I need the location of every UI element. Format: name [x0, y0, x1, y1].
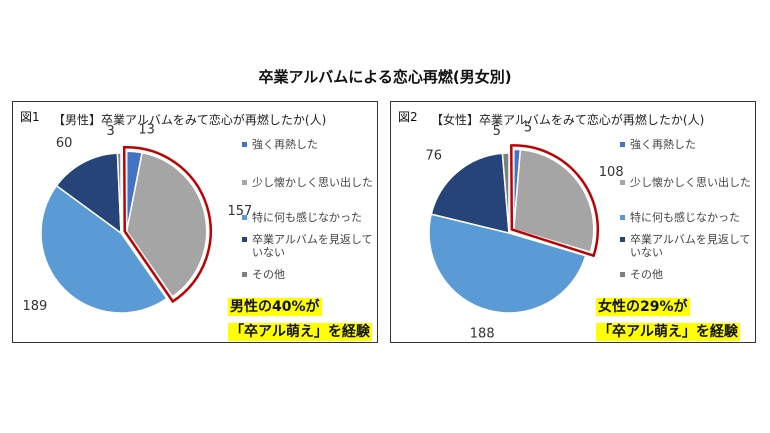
legend-label: 強く再熱した — [252, 138, 318, 151]
legend-swatch — [620, 272, 625, 277]
data-label: 13 — [138, 123, 155, 138]
figure-label: 図1 — [20, 110, 40, 124]
data-label: 76 — [426, 149, 443, 164]
pie-slice — [428, 213, 587, 314]
callout: 男性の40%が 「卒アル萌え」を経験 — [228, 295, 372, 345]
highlight-outline — [510, 144, 600, 258]
chart-title: 【男性】卒業アルバムをみて恋心が再燃したか(人) — [53, 113, 327, 127]
legend-swatch — [242, 272, 247, 277]
legend-item: 卒業アルバムを見返していない — [620, 233, 752, 259]
callout-line: 「卒アル萌え」を経験 — [228, 323, 372, 341]
data-label: 188 — [470, 326, 495, 341]
callout-line: 「卒アル萌え」を経験 — [596, 323, 740, 341]
data-label: 108 — [599, 165, 624, 180]
legend-item: 少し懐かしく思い出した — [620, 176, 752, 189]
legend-swatch — [242, 237, 247, 242]
legend-label: その他 — [630, 268, 663, 281]
legend-swatch — [620, 142, 625, 147]
chart-panel-female: 図2 【女性】卒業アルバムをみて恋心が再燃したか(人) 5 108 188 76 5 強… — [390, 101, 756, 343]
legend-label: その他 — [252, 268, 285, 281]
legend-label: 特に何も感じなかった — [630, 211, 740, 224]
pie-slice — [513, 148, 595, 254]
data-label: 3 — [107, 124, 115, 139]
legend-swatch — [620, 180, 625, 185]
legend-label: 特に何も感じなかった — [252, 211, 362, 224]
legend-item: その他 — [242, 268, 374, 281]
legend-label: 卒業アルバムを見返していない — [252, 233, 373, 259]
pie-slice — [40, 184, 168, 314]
legend-swatch — [620, 237, 625, 242]
chart-panel-male: 図1 【男性】卒業アルバムをみて恋心が再燃したか(人) 13 157 189 60 3 … — [12, 101, 378, 343]
callout: 女性の29%が 「卒アル萌え」を経験 — [596, 295, 740, 345]
legend-label: 卒業アルバムを見返していない — [630, 233, 751, 259]
legend-label: 少し懐かしく思い出した — [630, 176, 751, 189]
legend-item: 特に何も感じなかった — [620, 211, 752, 224]
pie-slice — [55, 152, 122, 235]
main-title: 卒業アルバムによる恋心再燃(男女別) — [258, 68, 512, 86]
legend-swatch — [242, 142, 247, 147]
highlight-outline — [122, 145, 212, 304]
legend-item: 特に何も感じなかった — [242, 211, 374, 224]
data-label: 5 — [493, 124, 501, 139]
legend-item: 強く再熱した — [620, 138, 752, 151]
pie-slice — [430, 152, 510, 234]
data-label: 60 — [56, 136, 73, 151]
pie-chart-female: 5 108 188 76 5 — [426, 120, 624, 341]
callout-line: 男性の40%が — [228, 298, 322, 316]
pie-slice — [125, 151, 208, 298]
legend-label: 少し懐かしく思い出した — [252, 176, 373, 189]
data-label: 5 — [524, 120, 532, 135]
legend-item: 卒業アルバムを見返していない — [242, 233, 374, 259]
data-label: 189 — [23, 299, 48, 314]
legend-item: その他 — [620, 268, 752, 281]
chart-title: 【女性】卒業アルバムをみて恋心が再燃したか(人) — [431, 113, 705, 127]
figure-label: 図2 — [398, 110, 418, 124]
legend-item: 少し懐かしく思い出した — [242, 176, 374, 189]
callout-line: 女性の29%が — [596, 298, 690, 316]
pie-slice — [116, 152, 122, 234]
legend-item: 強く再熱した — [242, 138, 374, 151]
legend-swatch — [242, 215, 247, 220]
legend-swatch — [620, 215, 625, 220]
legend-label: 強く再熱した — [630, 138, 696, 151]
legend-swatch — [242, 180, 247, 185]
pie-slice — [501, 152, 510, 234]
